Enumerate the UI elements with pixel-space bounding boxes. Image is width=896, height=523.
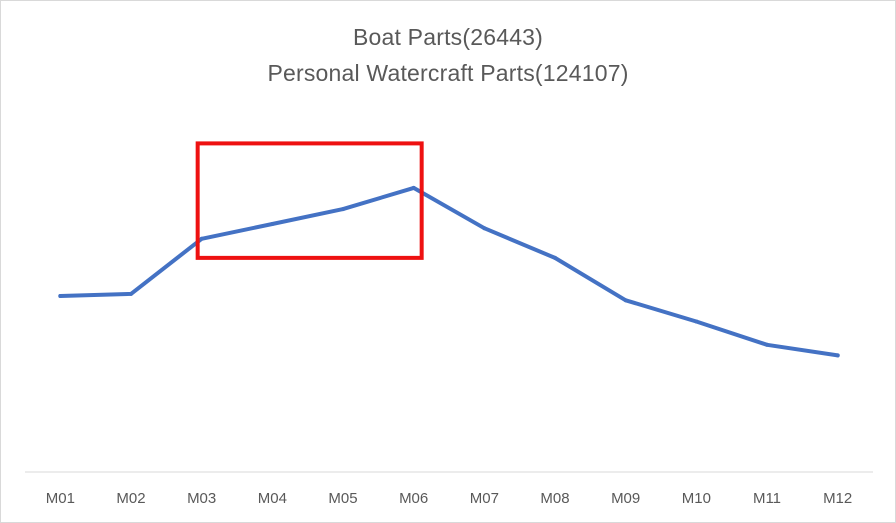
chart-title-line-1: Boat Parts(26443)	[352, 24, 544, 50]
x-tick-label: M12	[823, 490, 852, 507]
data-point	[341, 207, 345, 212]
data-point	[411, 185, 416, 190]
annotation-layer	[195, 141, 424, 260]
data-point	[58, 294, 63, 299]
x-tick-label: M11	[753, 490, 781, 507]
x-tick-label: M04	[258, 490, 287, 507]
x-tick-label: M05	[328, 490, 357, 507]
data-point	[623, 298, 628, 303]
highlight-box	[195, 141, 424, 260]
data-point	[199, 236, 204, 241]
data-point	[129, 291, 133, 296]
data-point	[835, 353, 840, 358]
x-tick-label: M09	[611, 490, 640, 507]
x-tick-label: M07	[470, 490, 499, 507]
x-tick-label: M10	[682, 490, 711, 507]
data-point	[765, 342, 769, 347]
x-tick-label: M01	[46, 490, 75, 507]
x-tick-label: M02	[116, 490, 145, 507]
chart-title-line-2: Personal Watercraft Parts(124107)	[267, 60, 629, 86]
data-point	[694, 319, 699, 324]
series-line	[58, 185, 840, 358]
series-layer	[58, 185, 840, 358]
x-axis-ticks: M01 M02 M03 M04 M05 M06 M07 M08 M09 M10 M11 M12	[46, 490, 853, 507]
x-tick-label: M03	[187, 490, 216, 507]
x-tick-label: M06	[399, 490, 428, 507]
data-point	[553, 255, 557, 260]
x-tick-label: M08	[540, 490, 569, 507]
data-point	[270, 221, 275, 226]
data-point	[482, 226, 487, 231]
